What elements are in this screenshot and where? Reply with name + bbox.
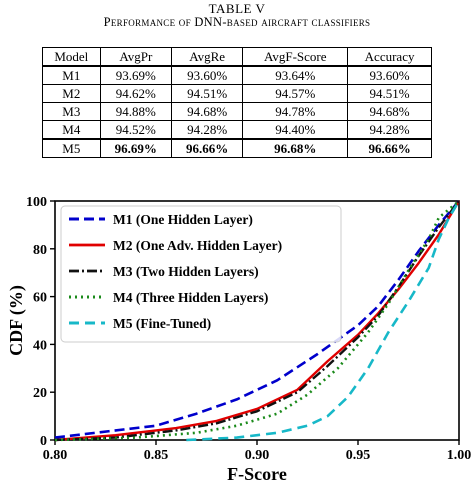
series-line-m5 [186, 200, 461, 442]
cell-accuracy: 94.28% [347, 120, 432, 140]
legend-entry: M1 (One Hidden Layer) [113, 212, 253, 227]
header-model: Model [42, 47, 101, 67]
cell-avgf-score: 96.68% [242, 138, 349, 158]
series-line-m1 [54, 200, 460, 439]
x-tick-label: 1.00 [447, 448, 472, 463]
cell-model: M2 [42, 84, 101, 103]
cell-avgre: 94.28% [170, 120, 244, 140]
legend-entry: M2 (One Adv. Hidden Layer) [113, 238, 282, 253]
table-row: M5 96.69% 96.66% 96.68% 96.66% [42, 138, 432, 158]
cell-accuracy: 93.60% [347, 65, 432, 85]
y-axis-label: CDF (%) [6, 285, 27, 356]
x-tick-label: 0.95 [346, 448, 371, 463]
table-row: M4 94.52% 94.28% 94.40% 94.28% [42, 120, 432, 140]
cell-avgre: 94.51% [170, 84, 244, 103]
cell-avgf-score: 93.64% [242, 65, 349, 85]
cell-model: M1 [42, 65, 101, 85]
cell-avgre: 94.68% [170, 102, 244, 121]
table-row: M1 93.69% 93.60% 93.64% 93.60% [42, 65, 432, 85]
y-tick-label: 40 [33, 338, 47, 353]
cell-model: M5 [42, 138, 101, 158]
y-tick-label: 80 [33, 243, 47, 258]
header-avgpr: AvgPr [99, 47, 172, 67]
cell-accuracy: 94.68% [347, 102, 432, 121]
chart-axes: 0.80 0.85 0.90 0.95 1.00 0 20 40 60 80 100 F-Score C… [6, 195, 471, 481]
cell-accuracy: 96.66% [347, 138, 432, 158]
cell-avgf-score: 94.78% [242, 102, 349, 121]
header-accuracy: Accuracy [347, 47, 432, 67]
cell-avgpr: 94.52% [99, 120, 172, 140]
series-line-m4 [54, 199, 460, 442]
performance-table: Model AvgPr AvgRe AvgF-Score Accuracy M1… [42, 47, 432, 158]
cell-avgre: 93.60% [170, 65, 244, 85]
header-avgf-score: AvgF-Score [242, 47, 349, 67]
cell-model: M4 [42, 120, 101, 140]
cell-avgf-score: 94.40% [242, 120, 349, 140]
table-row: M3 94.88% 94.68% 94.78% 94.68% [42, 102, 432, 121]
cell-avgf-score: 94.57% [242, 84, 349, 103]
table-number: TABLE V [208, 1, 266, 16]
x-tick-label: 0.85 [144, 448, 169, 463]
cdf-chart: 0.80 0.85 0.90 0.95 1.00 0 20 40 60 80 100 F-Score C… [6, 195, 471, 481]
cell-model: M3 [42, 102, 101, 121]
table-header-row: Model AvgPr AvgRe AvgF-Score Accuracy [42, 47, 432, 67]
table-row: M2 94.62% 94.51% 94.57% 94.51% [42, 84, 432, 103]
legend-entry: M4 (Three Hidden Layers) [113, 290, 268, 305]
cell-avgre: 96.66% [170, 138, 244, 158]
header-avgre: AvgRe [170, 47, 244, 67]
cell-avgpr: 93.69% [99, 65, 172, 85]
chart-series [54, 199, 461, 442]
legend-box [60, 205, 342, 343]
x-tick-label: 0.80 [43, 448, 68, 463]
cell-accuracy: 94.51% [347, 84, 432, 103]
legend-entry: M3 (Two Hidden Layers) [113, 264, 259, 279]
cell-avgpr: 94.62% [99, 84, 172, 103]
y-tick-label: 20 [33, 386, 47, 401]
chart-legend: M1 (One Hidden Layer) M2 (One Adv. Hidden… [60, 205, 342, 343]
y-tick-label: 60 [33, 291, 47, 306]
cell-avgpr: 96.69% [99, 138, 172, 158]
y-tick-label: 0 [40, 434, 47, 449]
legend-entry: M5 (Fine-Tuned) [113, 316, 211, 331]
y-tick-label: 100 [26, 195, 47, 210]
x-tick-label: 0.90 [245, 448, 270, 463]
series-line-m2 [54, 200, 461, 442]
table-title: Performance of DNN-based aircraft classi… [103, 15, 371, 29]
x-axis-label: F-Score [227, 464, 287, 481]
cell-avgpr: 94.88% [99, 102, 172, 121]
